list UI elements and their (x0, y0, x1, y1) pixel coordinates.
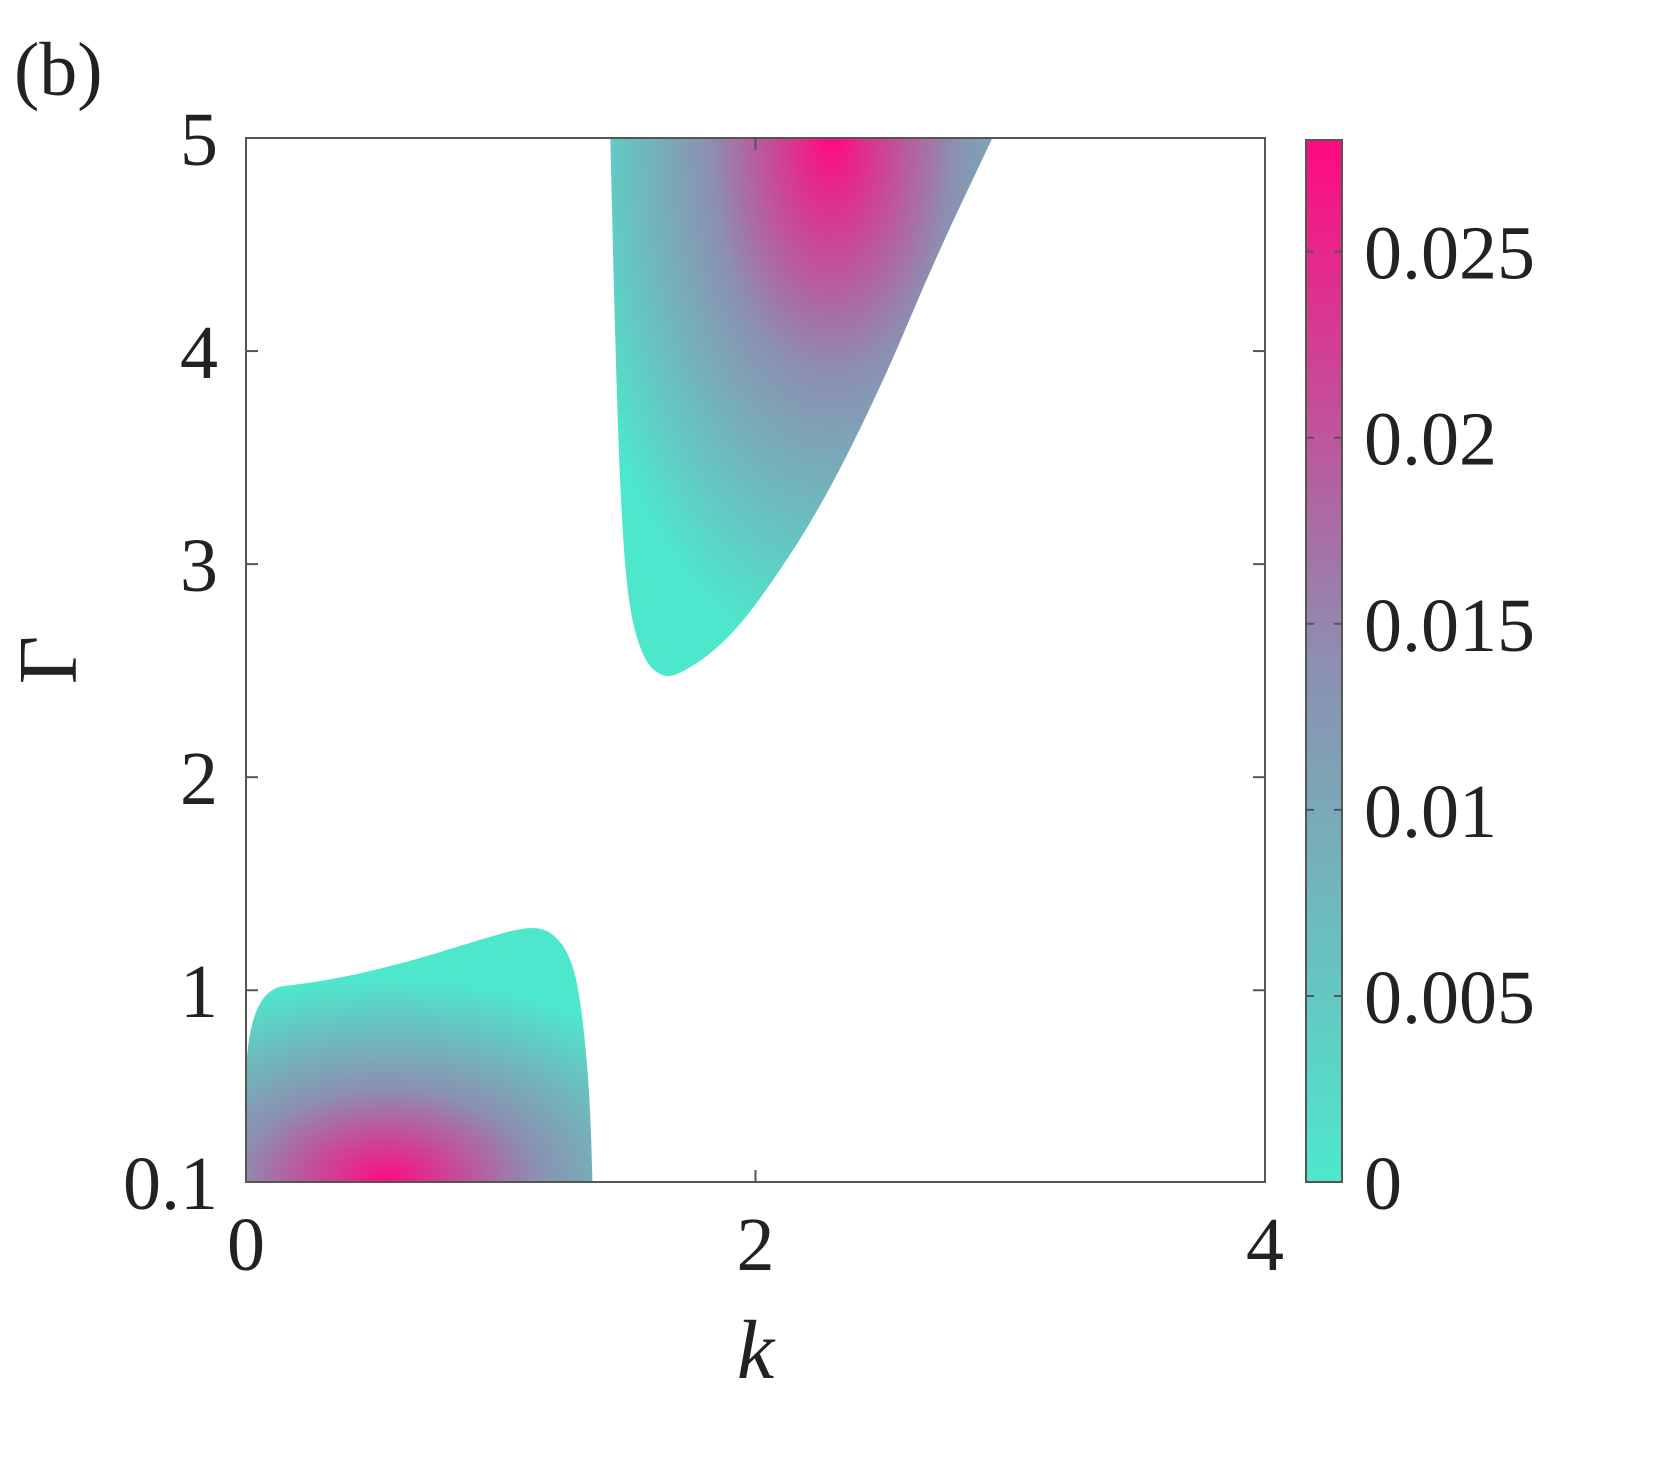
region-lower-lobe (246, 927, 593, 1182)
x-axis-label: k (737, 1304, 776, 1397)
y-tick-label: 5 (180, 98, 218, 182)
y-tick-label: 4 (180, 311, 218, 395)
colorbar: 0 0.005 0.01 0.015 0.02 0.025 (1305, 139, 1535, 1226)
region-upper-lobe (610, 138, 993, 677)
x-tick-label: 4 (1246, 1203, 1284, 1287)
colorbar-ticks: 0 0.005 0.01 0.015 0.02 0.025 (1306, 212, 1535, 1226)
colorbar-tick-label: 0.005 (1364, 956, 1535, 1040)
regions-layer (246, 138, 993, 1182)
y-tick-label: 1 (180, 950, 218, 1034)
panel-label: (b) (14, 28, 103, 112)
y-axis: 0.1 1 2 3 4 5 (123, 98, 1265, 1226)
x-tick-label: 0 (227, 1203, 265, 1287)
y-tick-label: 3 (180, 524, 218, 608)
y-tick-label: 0.1 (123, 1142, 218, 1226)
colorbar-tick-label: 0.025 (1364, 212, 1535, 296)
colorbar-tick-label: 0.01 (1364, 770, 1497, 854)
y-axis-label: Γ (2, 636, 95, 685)
y-tick-label: 2 (180, 737, 218, 821)
colorbar-tick-label: 0 (1364, 1142, 1402, 1226)
x-axis: 0 2 4 (227, 138, 1284, 1287)
colorbar-tick-label: 0.015 (1364, 584, 1535, 668)
colorbar-tick-label: 0.02 (1364, 398, 1497, 482)
colorbar-scale (1305, 139, 1343, 1183)
x-tick-label: 2 (737, 1203, 775, 1287)
